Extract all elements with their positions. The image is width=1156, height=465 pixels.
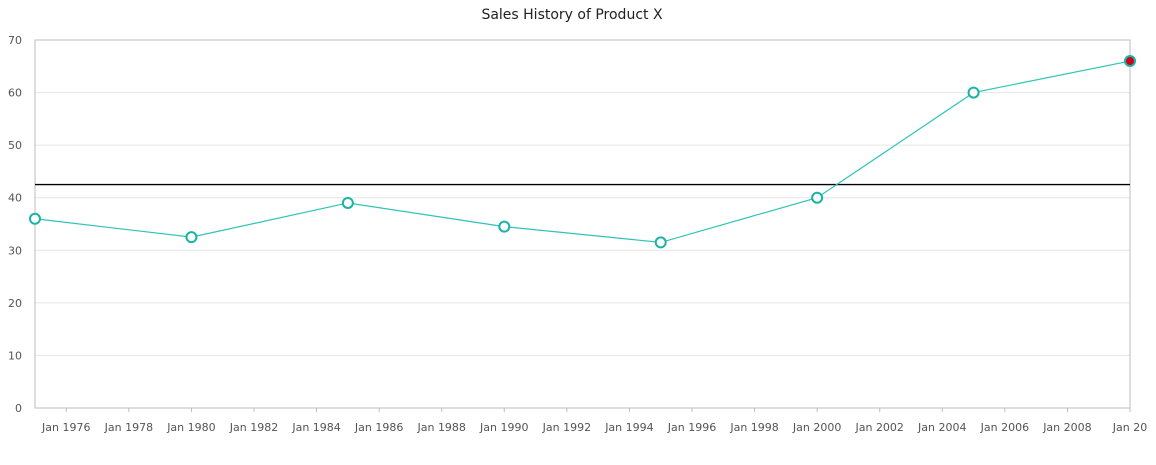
gridlines (35, 92, 1130, 356)
x-tick-label: Jan 1976 (41, 421, 90, 434)
data-points (29, 55, 1136, 249)
y-tick-label: 50 (8, 139, 22, 152)
y-tick-label: 30 (8, 244, 22, 257)
x-tick-label: Jan 1986 (354, 421, 403, 434)
data-point[interactable] (341, 196, 354, 209)
y-tick-label: 70 (8, 34, 22, 47)
x-tick-label: Jan 20 (1112, 421, 1147, 434)
chart-title: Sales History of Product X (481, 7, 663, 23)
x-tick-label: Jan 1988 (416, 421, 465, 434)
x-tick-label: Jan 2004 (917, 421, 966, 434)
x-tick-label: Jan 1992 (542, 421, 591, 434)
y-tick-label: 20 (8, 297, 22, 310)
y-tick-label: 0 (15, 402, 22, 415)
data-point-highlighted[interactable] (1124, 55, 1136, 68)
data-point[interactable] (185, 231, 198, 244)
y-tick-label: 10 (8, 349, 22, 362)
x-tick-label: Jan 1978 (104, 421, 153, 434)
plot-area-frame (34, 39, 1131, 409)
data-point[interactable] (498, 220, 511, 233)
x-tick-label: Jan 2000 (792, 421, 841, 434)
x-tick-label: Jan 1982 (229, 421, 278, 434)
series-line (34, 60, 1131, 244)
x-tick-label: Jan 1984 (291, 421, 340, 434)
y-axis-ticks: 0 10 20 30 40 50 60 70 (8, 34, 22, 415)
x-tick-label: Jan 1994 (604, 421, 653, 434)
x-tick-label: Jan 1980 (166, 421, 215, 434)
x-tick-label: Jan 2002 (854, 421, 903, 434)
x-tick-label: Jan 1998 (729, 421, 778, 434)
x-axis-ticks: Jan 1976 Jan 1978 Jan 1980 Jan 1982 Jan 1984… (41, 408, 1147, 434)
x-tick-label: Jan 2008 (1042, 421, 1091, 434)
data-point[interactable] (967, 86, 980, 99)
x-tick-label: Jan 1996 (667, 421, 716, 434)
y-tick-label: 60 (8, 87, 22, 100)
y-tick-label: 40 (8, 192, 22, 205)
data-point[interactable] (29, 212, 41, 225)
x-tick-label: Jan 2006 (980, 421, 1029, 434)
x-tick-label: Jan 1990 (479, 421, 528, 434)
data-point[interactable] (811, 191, 824, 204)
data-point[interactable] (654, 236, 667, 249)
